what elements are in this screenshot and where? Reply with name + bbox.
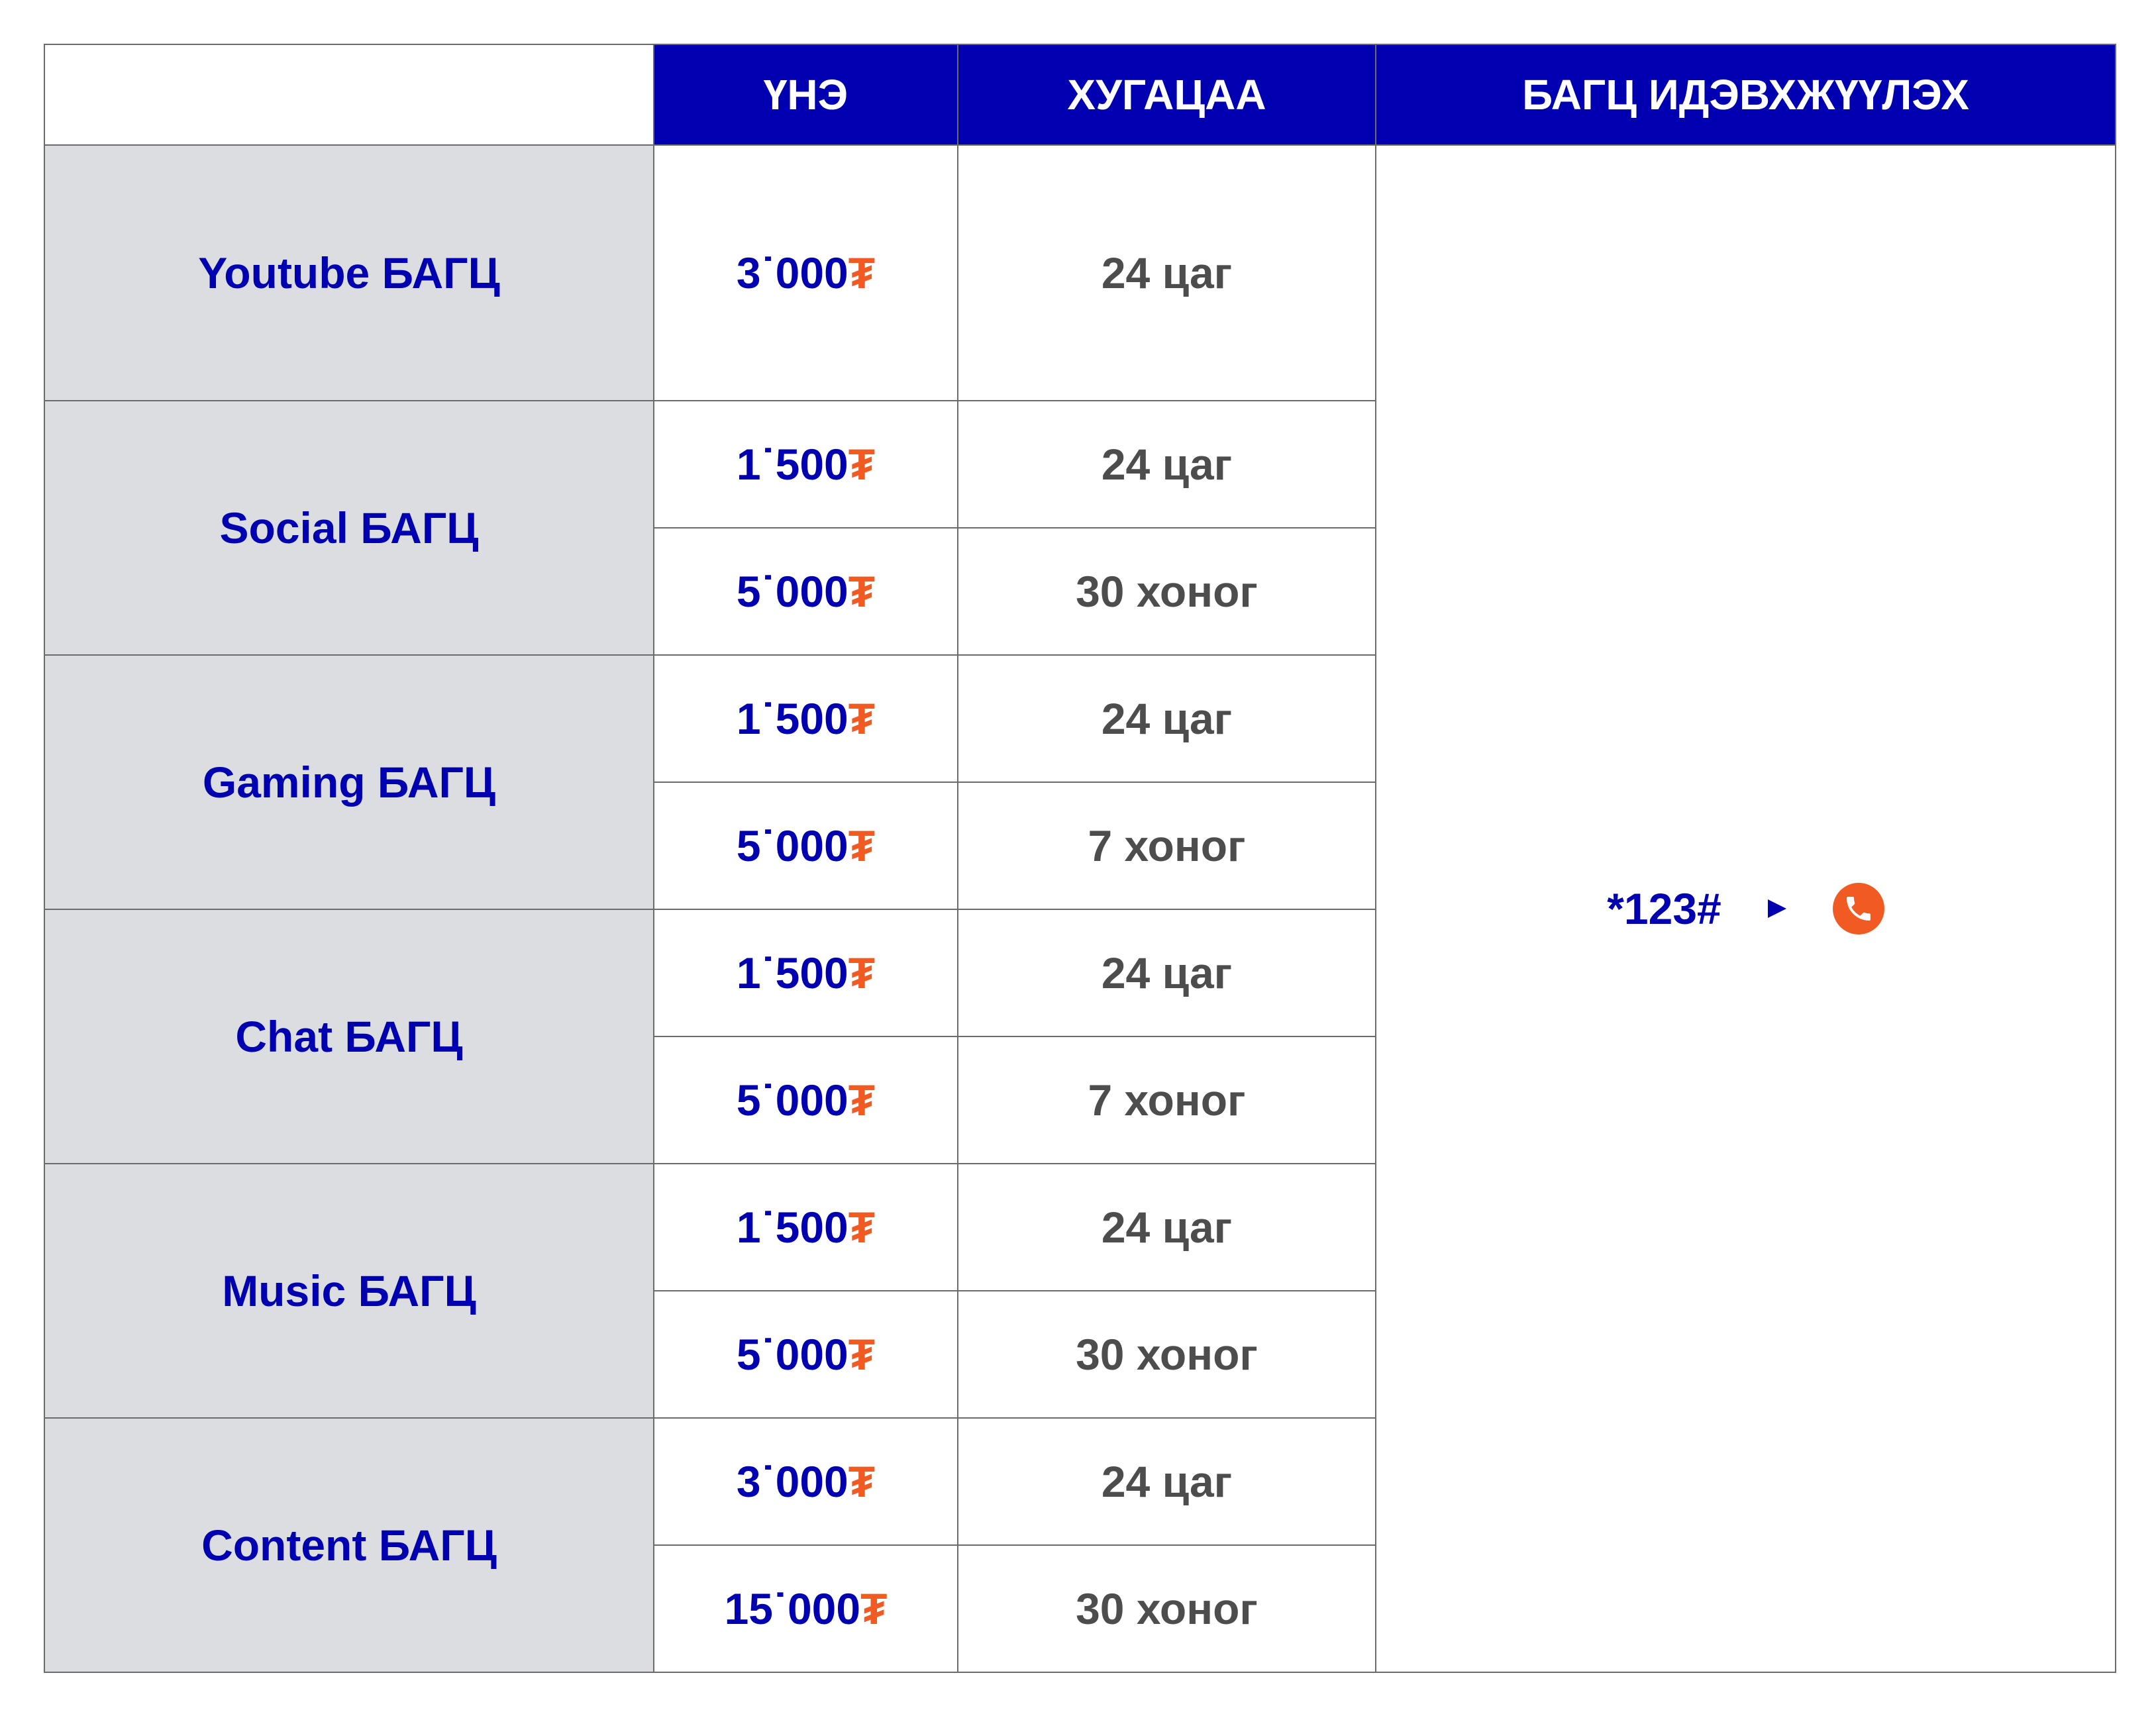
- arrow-right-icon: [1767, 899, 1786, 918]
- price-cell: 5˙000₮: [653, 781, 958, 910]
- duration-cell: 24 цаг: [957, 1163, 1376, 1291]
- currency-symbol: ₮: [860, 1584, 888, 1633]
- price-cell: 5˙000₮: [653, 527, 958, 656]
- currency-symbol: ₮: [848, 1076, 876, 1125]
- price-cell: 5˙000₮: [653, 1036, 958, 1164]
- currency-symbol: ₮: [848, 1457, 876, 1506]
- duration-cell: 24 цаг: [957, 654, 1376, 783]
- currency-symbol: ₮: [848, 1330, 876, 1379]
- package-name: Gaming БАГЦ: [44, 654, 654, 910]
- package-name: Music БАГЦ: [44, 1163, 654, 1419]
- header-activate: БАГЦ ИДЭВХЖҮҮЛЭХ: [1375, 44, 2116, 146]
- price-value: 5˙000: [736, 1076, 848, 1125]
- duration-cell: 7 хоног: [957, 781, 1376, 910]
- price-value: 3˙000: [736, 1457, 848, 1506]
- table-row: Gaming БАГЦ 1˙500₮ 24 цаг: [44, 654, 2116, 910]
- price-cell: 1˙500₮: [653, 654, 958, 783]
- currency-symbol: ₮: [848, 1203, 876, 1252]
- duration-cell: 30 хоног: [957, 1290, 1376, 1419]
- duration-cell: 30 хоног: [957, 1544, 1376, 1673]
- table-row: Social БАГЦ 1˙500₮ 24 цаг: [44, 400, 2116, 656]
- price-cell: 1˙500₮: [653, 909, 958, 1037]
- price-value: 3˙000: [736, 248, 848, 297]
- table-row: Content БАГЦ 3˙000₮ 24 цаг: [44, 1417, 2116, 1673]
- ussd-code: *123#: [1607, 884, 1721, 933]
- currency-symbol: ₮: [848, 567, 876, 616]
- duration-cell: 30 хоног: [957, 527, 1376, 656]
- price-cell: 5˙000₮: [653, 1290, 958, 1419]
- currency-symbol: ₮: [848, 948, 876, 997]
- duration-cell: 24 цаг: [957, 144, 1376, 401]
- price-cell: 1˙500₮: [653, 1163, 958, 1291]
- header-duration: ХУГАЦАА: [957, 44, 1376, 146]
- duration-cell: 7 хоног: [957, 1036, 1376, 1164]
- package-name: Content БАГЦ: [44, 1417, 654, 1673]
- table-row: Music БАГЦ 1˙500₮ 24 цаг: [44, 1163, 2116, 1419]
- phone-icon[interactable]: [1832, 883, 1884, 934]
- price-value: 1˙500: [736, 1203, 848, 1252]
- package-table: ҮНЭ ХУГАЦАА БАГЦ ИДЭВХЖҮҮЛЭХ Youtube БАГ…: [44, 44, 2116, 1673]
- price-value: 1˙500: [736, 694, 848, 743]
- duration-cell: 24 цаг: [957, 400, 1376, 529]
- table-row: 5˙000₮ 7 хоног: [44, 781, 2116, 910]
- price-cell: 3˙000₮: [653, 144, 958, 401]
- price-cell: 1˙500₮: [653, 400, 958, 529]
- table-row: 5˙000₮ 30 хоног: [44, 527, 2116, 656]
- header-price: ҮНЭ: [653, 44, 958, 146]
- duration-cell: 24 цаг: [957, 1417, 1376, 1546]
- price-value: 1˙500: [736, 440, 848, 489]
- activation-cell: *123#: [1375, 144, 2116, 1673]
- price-value: 15˙000: [724, 1584, 861, 1633]
- header-blank: [44, 44, 654, 146]
- currency-symbol: ₮: [848, 248, 876, 297]
- price-value: 1˙500: [736, 948, 848, 997]
- table-row: Youtube БАГЦ 3˙000₮ 24 цаг *123#: [44, 144, 2116, 1673]
- package-name: Chat БАГЦ: [44, 909, 654, 1164]
- table-row: 5˙000₮ 7 хоног: [44, 1036, 2116, 1164]
- table-row: Chat БАГЦ 1˙500₮ 24 цаг: [44, 909, 2116, 1164]
- price-value: 5˙000: [736, 821, 848, 870]
- table-row: 5˙000₮ 30 хоног: [44, 1290, 2116, 1419]
- header-row: ҮНЭ ХУГАЦАА БАГЦ ИДЭВХЖҮҮЛЭХ: [44, 44, 2116, 146]
- currency-symbol: ₮: [848, 821, 876, 870]
- currency-symbol: ₮: [848, 694, 876, 743]
- package-name: Youtube БАГЦ: [44, 144, 654, 401]
- price-value: 5˙000: [736, 567, 848, 616]
- price-cell: 15˙000₮: [653, 1544, 958, 1673]
- table-row: 15˙000₮ 30 хоног: [44, 1544, 2116, 1673]
- price-cell: 3˙000₮: [653, 1417, 958, 1546]
- package-name: Social БАГЦ: [44, 400, 654, 656]
- currency-symbol: ₮: [848, 440, 876, 489]
- duration-cell: 24 цаг: [957, 909, 1376, 1037]
- price-value: 5˙000: [736, 1330, 848, 1379]
